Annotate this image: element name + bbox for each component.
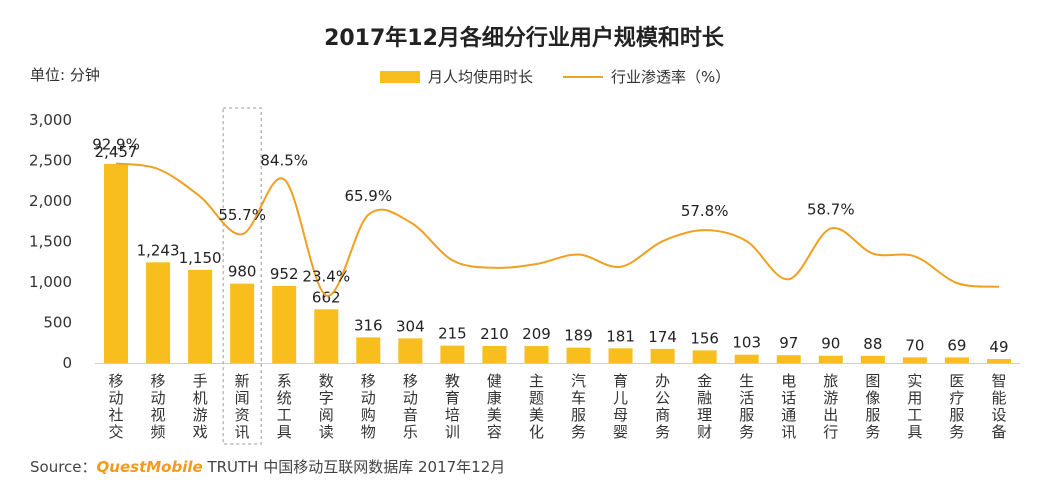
y-tick-label: 1,500	[29, 233, 72, 251]
bar	[314, 309, 339, 363]
bar	[608, 348, 633, 363]
x-category-label: 教育培训	[445, 372, 460, 441]
bar	[818, 355, 843, 363]
bar-value-label: 952	[270, 265, 299, 283]
line-value-label: 65.9%	[344, 187, 392, 205]
legend-item-line: 行业渗透率（%）	[563, 66, 730, 87]
line-value-label: 84.5%	[260, 151, 308, 169]
x-category-label: 系统工具	[277, 372, 292, 441]
x-category-label: 生活服务	[739, 372, 754, 441]
bar-value-label: 1,150	[179, 249, 222, 267]
legend: 月人均使用时长 行业渗透率（%）	[380, 66, 760, 87]
bar-value-label: 70	[905, 336, 924, 354]
penetration-line	[115, 162, 1000, 297]
line-value-label: 58.7%	[807, 200, 855, 218]
legend-line-swatch	[563, 75, 604, 78]
bar-value-label: 156	[690, 329, 719, 347]
source-note: Source：QuestMobile TRUTH 中国移动互联网数据库 2017…	[30, 456, 505, 477]
bar-value-label: 316	[354, 316, 383, 334]
legend-bar-label: 月人均使用时长	[428, 68, 534, 86]
y-tick-label: 0	[62, 354, 72, 372]
bar	[860, 355, 885, 363]
bar	[356, 337, 381, 363]
bar	[398, 338, 423, 363]
y-tick-label: 500	[43, 314, 72, 332]
line-value-label: 55.7%	[218, 206, 266, 224]
bar-value-label: 210	[480, 325, 509, 343]
x-category-label: 新闻资讯	[235, 372, 250, 441]
x-category-label: 育儿母婴	[613, 372, 628, 441]
bar	[776, 355, 801, 363]
bar	[566, 347, 591, 363]
x-category-label: 手机游戏	[193, 372, 208, 441]
bar-value-label: 980	[228, 263, 257, 281]
bar	[986, 359, 1011, 363]
line-value-label: 23.4%	[302, 268, 350, 286]
bar-value-label: 103	[732, 334, 761, 352]
bar-value-label: 49	[989, 338, 1008, 356]
x-category-label: 办公商务	[655, 372, 670, 441]
x-category-label: 智能设备	[991, 372, 1006, 441]
x-category-label: 医疗服务	[949, 372, 964, 441]
x-category-label: 旅游出行	[823, 372, 838, 441]
bar-value-label: 90	[821, 335, 840, 353]
x-category-label: 金融理财	[697, 372, 712, 441]
line-value-label: 92.9%	[92, 135, 140, 153]
source-rest: TRUTH 中国移动互联网数据库 2017年12月	[202, 458, 506, 476]
bar	[146, 262, 171, 363]
bar-value-label: 304	[396, 317, 425, 335]
chart-title: 2017年12月各细分行业用户规模和时长	[324, 26, 724, 51]
bar	[650, 348, 675, 363]
questmobile-logo: QuestMobile	[96, 458, 203, 476]
x-category-label: 移动购物	[361, 372, 376, 441]
bar	[944, 357, 969, 363]
y-tick-label: 1,000	[29, 273, 72, 291]
bar-value-label: 181	[606, 327, 635, 345]
bar-value-label: 209	[522, 325, 551, 343]
bar	[902, 357, 927, 363]
legend-line-label: 行业渗透率（%）	[611, 68, 731, 86]
x-category-label: 汽车服务	[571, 372, 586, 441]
legend-item-bar: 月人均使用时长	[380, 66, 533, 87]
bar	[482, 345, 507, 363]
legend-bar-swatch	[380, 70, 420, 83]
x-category-label: 移动社交	[109, 372, 124, 441]
bar-value-label: 662	[312, 288, 341, 306]
bar	[440, 345, 465, 363]
source-prefix: Source：	[30, 458, 97, 476]
bar	[104, 163, 129, 363]
bar	[734, 354, 759, 363]
y-axis-unit-label: 单位: 分钟	[30, 66, 100, 84]
bar	[272, 285, 297, 363]
bar	[230, 283, 255, 363]
x-category-label: 数字阅读	[319, 372, 334, 441]
x-category-label: 主题美化	[529, 372, 544, 441]
bar	[692, 350, 717, 363]
x-category-label: 图像服务	[865, 372, 880, 441]
y-tick-label: 2,500	[29, 152, 72, 170]
bar-value-label: 215	[438, 325, 467, 343]
x-category-label: 电话通讯	[781, 372, 796, 441]
bar-value-label: 174	[648, 328, 677, 346]
x-category-label: 健康美容	[487, 372, 502, 441]
x-category-label: 移动视频	[151, 372, 166, 441]
bar	[524, 346, 549, 363]
bar-value-label: 97	[779, 334, 798, 352]
bar-value-label: 1,243	[137, 241, 180, 259]
line-value-label: 57.8%	[681, 202, 729, 220]
y-tick-label: 3,000	[29, 111, 72, 129]
bar-value-label: 69	[947, 336, 966, 354]
bar-value-label: 189	[564, 327, 593, 345]
bar-value-label: 2,457	[95, 143, 138, 161]
bar-value-label: 88	[863, 335, 882, 353]
x-category-label: 实用工具	[907, 372, 922, 441]
bar	[188, 269, 213, 363]
y-tick-label: 2,000	[29, 192, 72, 210]
highlight-dashed-box	[222, 107, 262, 445]
x-category-label: 移动音乐	[403, 372, 418, 441]
